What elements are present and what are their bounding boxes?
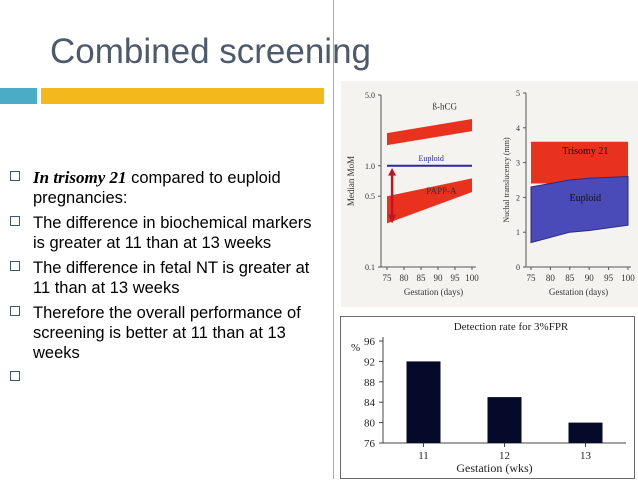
bullet-line: pregnancies:	[33, 189, 128, 207]
trisomy21-band	[531, 141, 628, 184]
bullet-line: compared to euploid	[126, 169, 281, 187]
bullet-line: 11 than at 13 weeks	[33, 279, 180, 297]
bullet-item: Therefore the overall performance of scr…	[8, 303, 328, 363]
x-tick-label-left: 75	[383, 273, 393, 283]
chart-title: Detection rate for 3%FPR	[454, 321, 569, 333]
y-tick-label: 80	[364, 418, 376, 430]
x-tick-label-left: 85	[417, 273, 427, 283]
x-tick-label-left: 90	[434, 273, 444, 283]
x-tick-label-left: 95	[451, 273, 461, 283]
y-tick-label: 88	[364, 377, 376, 389]
difference-arrow-head	[388, 168, 397, 176]
x-tick-label-right: 85	[565, 273, 575, 283]
y-tick-label: 84	[364, 397, 376, 409]
bar	[487, 397, 522, 443]
bar	[406, 361, 441, 443]
accent-bar-blue	[0, 88, 37, 104]
x-tick-label-right: 95	[604, 273, 614, 283]
bullet-line: Therefore the overall performance of	[33, 304, 301, 322]
bullet-square-icon	[10, 306, 20, 316]
x-axis-label-left: Gestation (days)	[404, 287, 463, 297]
y-axis-label: %	[351, 342, 360, 354]
bullet-square-icon	[10, 171, 20, 181]
x-axis-label: Gestation (wks)	[456, 461, 532, 475]
bullet-line: screening is better at 11 than at 13	[33, 324, 286, 342]
hcg-band	[387, 118, 472, 146]
bullet-line: is greater at 11 than at 13 weeks	[33, 234, 272, 252]
bullet-item: The difference in fetal NT is greater at…	[8, 258, 328, 298]
pappa-band	[387, 178, 472, 224]
x-tick-label-right: 90	[585, 273, 595, 283]
x-tick-label-left: 80	[400, 273, 410, 283]
y-tick-label-right: 1	[516, 228, 520, 237]
bullet-item: In trisomy 21 compared to euploid pregna…	[8, 168, 328, 208]
y-tick-label: 76	[364, 438, 376, 450]
bullet-square-icon	[10, 261, 20, 271]
bar	[568, 422, 603, 443]
hcg-label: ß-hCG	[433, 101, 458, 111]
y-tick-label-left: 0.1	[365, 263, 375, 272]
bullet-line	[33, 368, 328, 388]
accent-bar-gold	[41, 88, 324, 104]
detection-rate-chart: Detection rate for 3%FPR% 76 80 84 88 92 96 11 1…	[351, 321, 626, 475]
pappa-label: PAPP-A	[426, 186, 457, 196]
y-tick-label-left: 0.5	[365, 192, 375, 201]
bullet-line: The difference in biochemical markers	[33, 214, 312, 232]
y-axis-label-right: Nuchal translucency (mm)	[502, 137, 511, 223]
y-tick-label-left: 1.0	[365, 162, 375, 171]
bullet-line: The difference in fetal NT is greater at	[33, 259, 310, 277]
bullet-list: In trisomy 21 compared to euploid pregna…	[8, 168, 328, 393]
y-tick-label-right: 2	[516, 193, 520, 202]
y-tick-label-right: 4	[516, 124, 520, 133]
y-tick-label: 96	[364, 336, 376, 348]
bullet-item: The difference in biochemical markers is…	[8, 213, 328, 253]
x-tick-label-right: 80	[546, 273, 556, 283]
bullet-square-icon	[10, 371, 20, 381]
y-tick-label-right: 0	[516, 263, 520, 272]
y-tick-label: 92	[364, 356, 375, 368]
bullet-item	[8, 368, 328, 388]
euploid-band-right	[530, 175, 629, 244]
y-axis-label-left: Median MoM	[346, 156, 356, 206]
euploid-label-left: Euploid	[419, 154, 444, 163]
detection-rate-figure: Detection rate for 3%FPR% 76 80 84 88 92 96 11 1…	[340, 316, 635, 479]
marker-figure: 0.1 0.5 1.0 5.0 75 80 85 90 95 100 Gestation (days…	[341, 81, 638, 307]
x-axis-label-right: Gestation (days)	[549, 287, 608, 297]
bullet-emphasis: In trisomy 21	[33, 168, 127, 187]
bullet-square-icon	[10, 216, 20, 226]
x-tick-label-right: 75	[527, 273, 537, 283]
y-tick-label-right: 5	[516, 89, 520, 98]
x-tick-label-right: 100	[621, 273, 635, 283]
difference-arrow-head	[388, 214, 397, 224]
page-title: Combined screening	[50, 32, 372, 71]
bullet-line: weeks	[33, 344, 80, 362]
x-tick-label: 13	[580, 450, 592, 462]
y-tick-label-right: 3	[516, 159, 520, 168]
trisomy21-label: Trisomy 21	[562, 146, 608, 157]
euploid-label-right: Euploid	[569, 193, 601, 204]
x-tick-label-left: 100	[465, 273, 479, 283]
x-tick-label: 12	[499, 450, 510, 462]
vertical-rule	[333, 0, 334, 479]
y-tick-label-left: 5.0	[365, 91, 375, 100]
x-tick-label: 11	[418, 450, 429, 462]
